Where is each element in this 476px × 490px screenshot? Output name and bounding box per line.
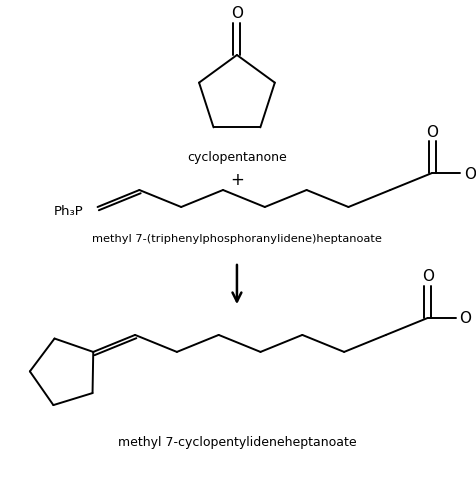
Text: O: O <box>458 312 471 326</box>
Text: +: + <box>229 171 243 189</box>
Text: Ph₃P: Ph₃P <box>54 204 83 218</box>
Text: O: O <box>425 124 437 140</box>
Text: methyl 7-(triphenylphosphoranylidene)heptanoate: methyl 7-(triphenylphosphoranylidene)hep… <box>92 234 381 244</box>
Text: methyl 7-cyclopentylideneheptanoate: methyl 7-cyclopentylideneheptanoate <box>118 436 356 448</box>
Text: O: O <box>463 167 475 181</box>
Text: cyclopentanone: cyclopentanone <box>187 150 286 164</box>
Text: O: O <box>230 6 242 22</box>
Text: O: O <box>421 270 433 284</box>
